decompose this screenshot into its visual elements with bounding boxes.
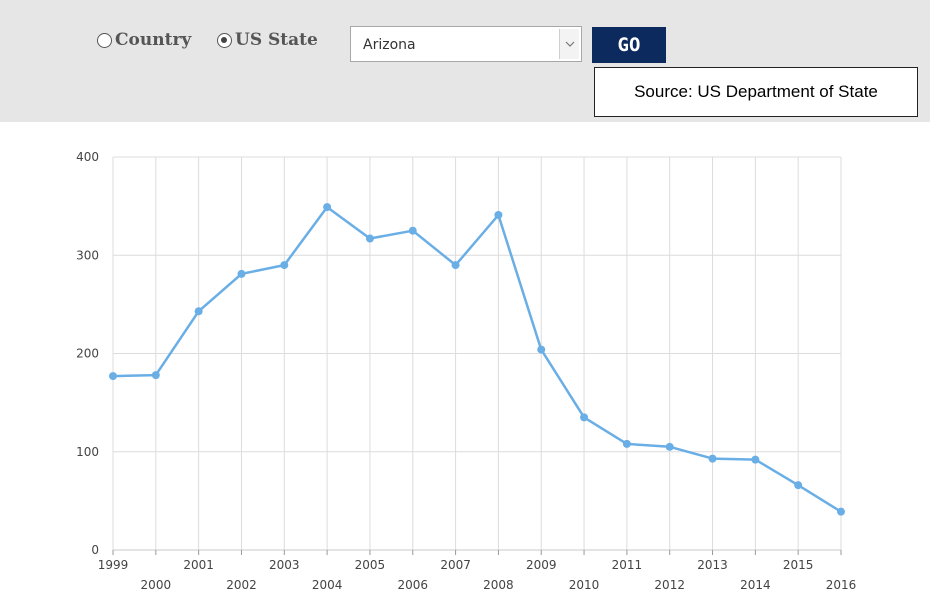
data-point (408, 226, 417, 235)
state-select[interactable]: Arizona (350, 26, 582, 62)
x-tick-label: 2004 (312, 578, 343, 592)
state-select-value: Arizona (363, 37, 416, 53)
x-tick-label: 1999 (98, 558, 129, 572)
go-button[interactable]: GO (592, 27, 666, 63)
data-point (280, 261, 289, 270)
x-tick-label: 2015 (783, 558, 814, 572)
x-tick-label: 2016 (826, 578, 857, 592)
x-tick-label: 2005 (355, 558, 386, 572)
chart-axes (112, 550, 842, 555)
data-point (837, 507, 845, 516)
data-point (751, 455, 760, 464)
y-tick-label: 300 (76, 248, 99, 262)
data-point (494, 210, 503, 219)
data-point (708, 454, 717, 463)
x-tick-label: 2001 (183, 558, 214, 572)
data-point (237, 269, 246, 278)
x-tick-label: 2013 (697, 558, 728, 572)
chart-labels: 0 100 200 300 400 1999 2000 2001 2002 2003 2004 200… (76, 150, 856, 592)
radio-us-state[interactable]: US State (217, 30, 318, 50)
chart-series (109, 203, 845, 516)
x-tick-label: 2007 (440, 558, 471, 572)
data-point (537, 345, 546, 354)
data-point (451, 261, 460, 270)
filter-panel: Country US State Arizona GO Source: US D… (0, 0, 930, 122)
source-note: Source: US Department of State (594, 67, 918, 117)
data-point (665, 442, 674, 451)
data-point (622, 439, 631, 448)
data-point (794, 481, 803, 490)
data-point (580, 413, 589, 422)
chart-grid (112, 156, 842, 551)
y-tick-label: 100 (76, 445, 99, 459)
x-tick-label: 2011 (612, 558, 643, 572)
chevron-down-icon[interactable] (559, 29, 579, 59)
radio-us-state-label: US State (235, 30, 318, 50)
data-point (323, 203, 332, 212)
x-tick-label: 2010 (569, 578, 600, 592)
radio-country-circle[interactable] (97, 32, 112, 48)
series-line (112, 205, 842, 513)
x-tick-label: 2009 (526, 558, 557, 572)
x-tick-label: 2002 (226, 578, 257, 592)
x-tick-label: 2012 (654, 578, 685, 592)
x-tick-label: 2008 (483, 578, 514, 592)
y-tick-label: 0 (91, 543, 99, 557)
radio-country[interactable]: Country (97, 30, 191, 50)
y-tick-label: 400 (76, 150, 99, 164)
data-point (151, 371, 160, 380)
data-point (194, 307, 203, 316)
y-tick-label: 200 (76, 347, 99, 361)
x-tick-label: 2014 (740, 578, 771, 592)
x-tick-label: 2003 (269, 558, 300, 572)
radio-us-state-circle[interactable] (217, 32, 232, 48)
radio-country-label: Country (115, 30, 192, 50)
x-tick-label: 2006 (397, 578, 428, 592)
data-point (365, 234, 374, 243)
data-point (109, 372, 117, 381)
x-tick-label: 2000 (141, 578, 172, 592)
